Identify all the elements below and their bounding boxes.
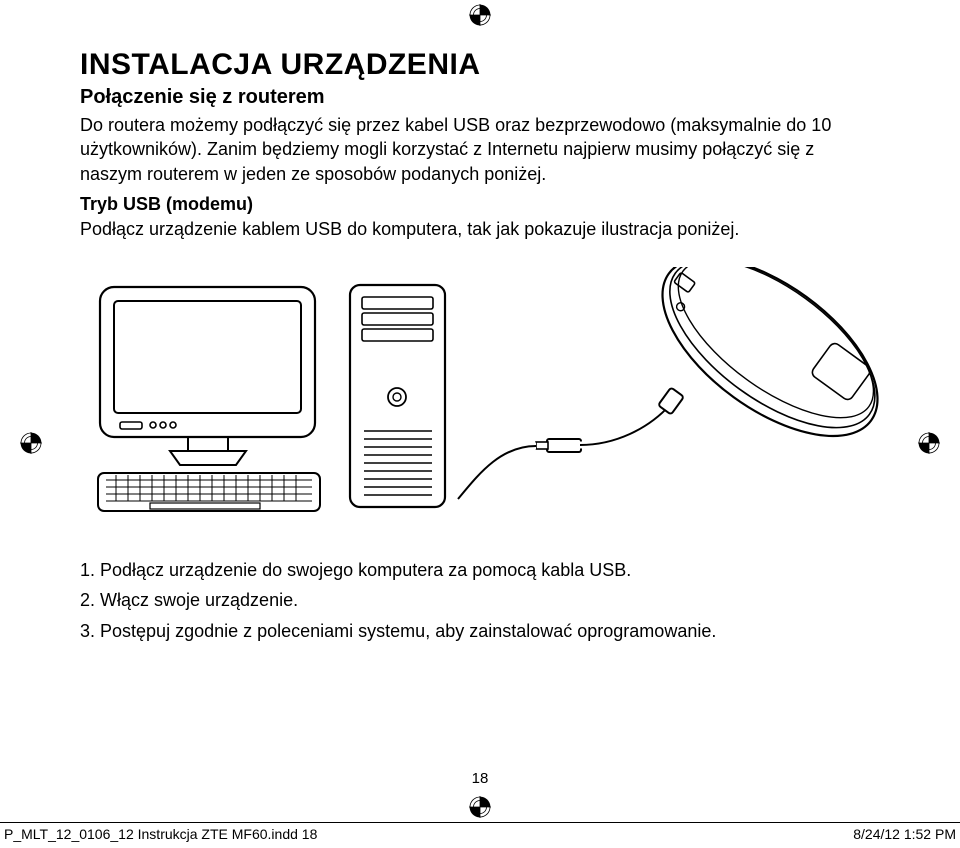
registration-mark-left (20, 432, 42, 454)
connection-illustration (80, 267, 880, 527)
section-subtitle: Połączenie się z routerem (80, 86, 880, 109)
mobile-router-icon (632, 267, 880, 471)
tower-pc-icon (350, 285, 445, 507)
usb-cable-icon (458, 388, 684, 500)
registration-mark-bottom (469, 796, 491, 818)
registration-mark-right (918, 432, 940, 454)
step-1: 1. Podłącz urządzenie do swojego kompute… (80, 558, 880, 582)
footer-filename: P_MLT_12_0106_12 Instrukcja ZTE MF60.ind… (4, 826, 317, 842)
intro-paragraph: Do routera możemy podłączyć się przez ka… (80, 113, 880, 186)
footer-timestamp: 8/24/12 1:52 PM (853, 826, 956, 842)
step-2: 2. Włącz swoje urządzenie. (80, 588, 880, 612)
usb-mode-text: Podłącz urządzenie kablem USB do kompute… (80, 217, 880, 241)
page-title: INSTALACJA URZĄDZENIA (80, 48, 880, 82)
monitor-icon (100, 287, 315, 465)
page-number: 18 (0, 770, 960, 787)
registration-mark-top (469, 4, 491, 26)
footer-divider (0, 822, 960, 823)
usb-mode-heading: Tryb USB (modemu) (80, 194, 880, 215)
step-3: 3. Postępuj zgodnie z poleceniami system… (80, 619, 880, 643)
keyboard-icon (98, 473, 320, 511)
page-content: INSTALACJA URZĄDZENIA Połączenie się z r… (80, 48, 880, 649)
